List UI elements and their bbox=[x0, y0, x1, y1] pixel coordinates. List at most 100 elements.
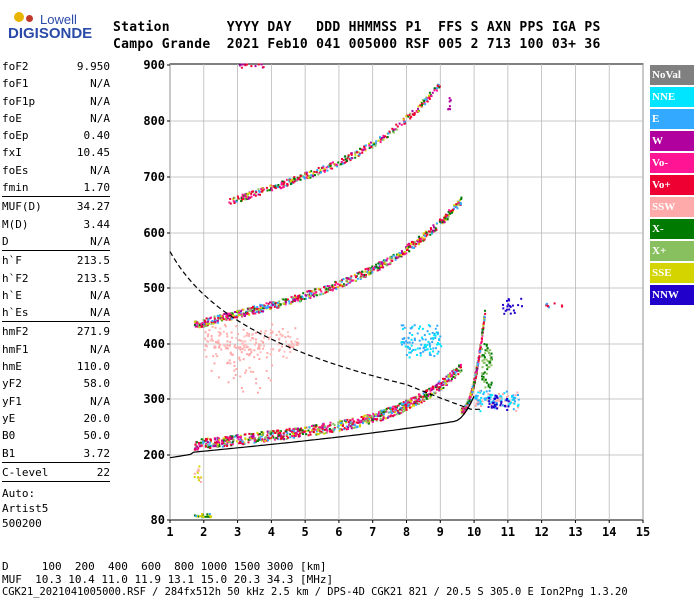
param-row: yF1 N/A bbox=[2, 393, 110, 410]
param-row: hmF2 271.9 bbox=[2, 323, 110, 340]
legend-item-x-: X- bbox=[650, 219, 694, 239]
param-label: foF1 bbox=[2, 77, 29, 91]
y-tick-label: 700 bbox=[143, 170, 165, 184]
polarization-legend: NoVal NNE E W Vo- Vo+ SSW X- X+ SSE NNW bbox=[650, 65, 694, 307]
legend-item-vo-: Vo+ bbox=[650, 175, 694, 195]
x-tick-label: 2 bbox=[200, 525, 207, 539]
distance-row: D 100 200 400 600 800 1000 1500 3000 [km… bbox=[2, 560, 327, 573]
param-value: 10.45 bbox=[76, 146, 110, 160]
legend-item-e: E bbox=[650, 109, 694, 129]
param-value: 213.5 bbox=[76, 271, 110, 285]
param-row: foF1 N/A bbox=[2, 75, 110, 92]
param-value: 58.0 bbox=[83, 377, 111, 391]
logo-lowell-text: Lowell bbox=[40, 12, 77, 27]
x-tick-label: 13 bbox=[568, 525, 582, 539]
param-value: 34.27 bbox=[76, 200, 110, 214]
autoscaling-line: Artist5 bbox=[2, 502, 49, 516]
param-row: foF2 9.950 bbox=[2, 58, 110, 75]
param-value: 3.44 bbox=[83, 217, 111, 231]
param-group-profile: hmF2 271.9 hmF1 N/A hmE 110.0 yF2 58.0 yF1 N/A yE 2… bbox=[2, 323, 110, 461]
logo-dot bbox=[14, 12, 24, 22]
param-label: C-level bbox=[2, 465, 49, 479]
y-tick-label: 400 bbox=[143, 337, 165, 351]
x-tick-label: 14 bbox=[602, 525, 616, 539]
divider bbox=[2, 461, 110, 463]
param-label: hmE bbox=[2, 360, 22, 374]
divider bbox=[2, 481, 110, 483]
param-row: B1 3.72 bbox=[2, 445, 110, 462]
y-tick-label: 900 bbox=[143, 58, 165, 72]
x-tick-label: 12 bbox=[534, 525, 548, 539]
digisonde-logo: Lowell DIGISONDE bbox=[4, 6, 92, 42]
param-label: fxI bbox=[2, 146, 22, 160]
param-row: foF1p N/A bbox=[2, 93, 110, 110]
param-row: h`Es N/A bbox=[2, 304, 110, 321]
param-value: 0.40 bbox=[83, 129, 111, 143]
param-label: foEs bbox=[2, 163, 29, 177]
param-row: foEp 0.40 bbox=[2, 127, 110, 144]
param-label: foF1p bbox=[2, 94, 36, 108]
parameter-panel: foF2 9.950 foF1 N/A foF1p N/A foE N/A foEp 0.40 fx… bbox=[2, 58, 110, 531]
param-row: fxI 10.45 bbox=[2, 144, 110, 161]
legend-item-nne: NNE bbox=[650, 87, 694, 107]
param-label: hmF1 bbox=[2, 342, 29, 356]
param-row: B0 50.0 bbox=[2, 427, 110, 444]
legend-item-ssw: SSW bbox=[650, 197, 694, 217]
y-tick-label: 80 bbox=[151, 513, 165, 527]
param-group-virtual-heights: h`F 213.5 h`F2 213.5 h`E N/A h`Es N/A bbox=[2, 252, 110, 321]
param-label: h`Es bbox=[2, 306, 29, 320]
muf-row: MUF 10.3 10.4 11.0 11.9 13.1 15.0 20.3 3… bbox=[2, 573, 334, 586]
x-tick-label: 9 bbox=[437, 525, 444, 539]
param-row: yE 20.0 bbox=[2, 410, 110, 427]
param-value: N/A bbox=[90, 342, 110, 356]
param-group-critical-frequencies: foF2 9.950 foF1 N/A foF1p N/A foE N/A foEp 0.40 fx… bbox=[2, 58, 110, 196]
y-axis-ticks: 900 800 700 600 500 400 300 200 80 bbox=[143, 58, 170, 527]
param-row: M(D) 3.44 bbox=[2, 216, 110, 233]
y-tick-label: 200 bbox=[143, 448, 165, 462]
param-label: B1 bbox=[2, 446, 16, 460]
param-row: h`F 213.5 bbox=[2, 252, 110, 269]
param-label: h`F2 bbox=[2, 271, 29, 285]
legend-item-w: W bbox=[650, 131, 694, 151]
x-tick-label: 8 bbox=[403, 525, 410, 539]
param-row: foEs N/A bbox=[2, 162, 110, 179]
x-tick-label: 10 bbox=[467, 525, 481, 539]
param-label: fmin bbox=[2, 181, 29, 195]
divider bbox=[2, 321, 110, 323]
x-axis-ticks: 1 2 3 4 5 6 7 8 9 10 11 12 13 14 15 bbox=[166, 520, 650, 539]
param-label: foE bbox=[2, 111, 22, 125]
legend-item-vo-: Vo- bbox=[650, 153, 694, 173]
x-tick-label: 1 bbox=[166, 525, 173, 539]
param-row: D N/A bbox=[2, 233, 110, 250]
param-row: MUF(D) 34.27 bbox=[2, 198, 110, 215]
param-row: C-level 22 bbox=[2, 464, 110, 481]
plot-grid bbox=[169, 63, 644, 521]
param-row: h`F2 213.5 bbox=[2, 270, 110, 287]
param-value: N/A bbox=[90, 234, 110, 248]
x-tick-label: 4 bbox=[268, 525, 275, 539]
profile-curves bbox=[169, 251, 481, 459]
echo-traces bbox=[193, 63, 564, 519]
y-tick-label: 800 bbox=[143, 114, 165, 128]
param-row: h`E N/A bbox=[2, 287, 110, 304]
param-group-autoscaling: Auto: Artist5 500200 bbox=[2, 486, 110, 531]
y-tick-label: 500 bbox=[143, 281, 165, 295]
x-tick-label: 7 bbox=[369, 525, 376, 539]
param-value: N/A bbox=[90, 163, 110, 177]
file-info: CGK21_2021041005000.RSF / 284fx512h 50 k… bbox=[2, 586, 628, 598]
param-value: N/A bbox=[90, 111, 110, 125]
autoscaling-line: 500200 bbox=[2, 517, 42, 531]
legend-item-x-: X+ bbox=[650, 241, 694, 261]
autoscaling-line: Auto: bbox=[2, 487, 36, 501]
legend-item-sse: SSE bbox=[650, 263, 694, 283]
param-value: 50.0 bbox=[83, 429, 111, 443]
logo-dot-small bbox=[26, 15, 33, 22]
param-value: N/A bbox=[90, 306, 110, 320]
param-label: h`F bbox=[2, 254, 22, 268]
param-value: 20.0 bbox=[83, 411, 111, 425]
logo-digisonde-text: DIGISONDE bbox=[8, 25, 93, 42]
param-label: M(D) bbox=[2, 217, 29, 231]
legend-item-nnw: NNW bbox=[650, 285, 694, 305]
